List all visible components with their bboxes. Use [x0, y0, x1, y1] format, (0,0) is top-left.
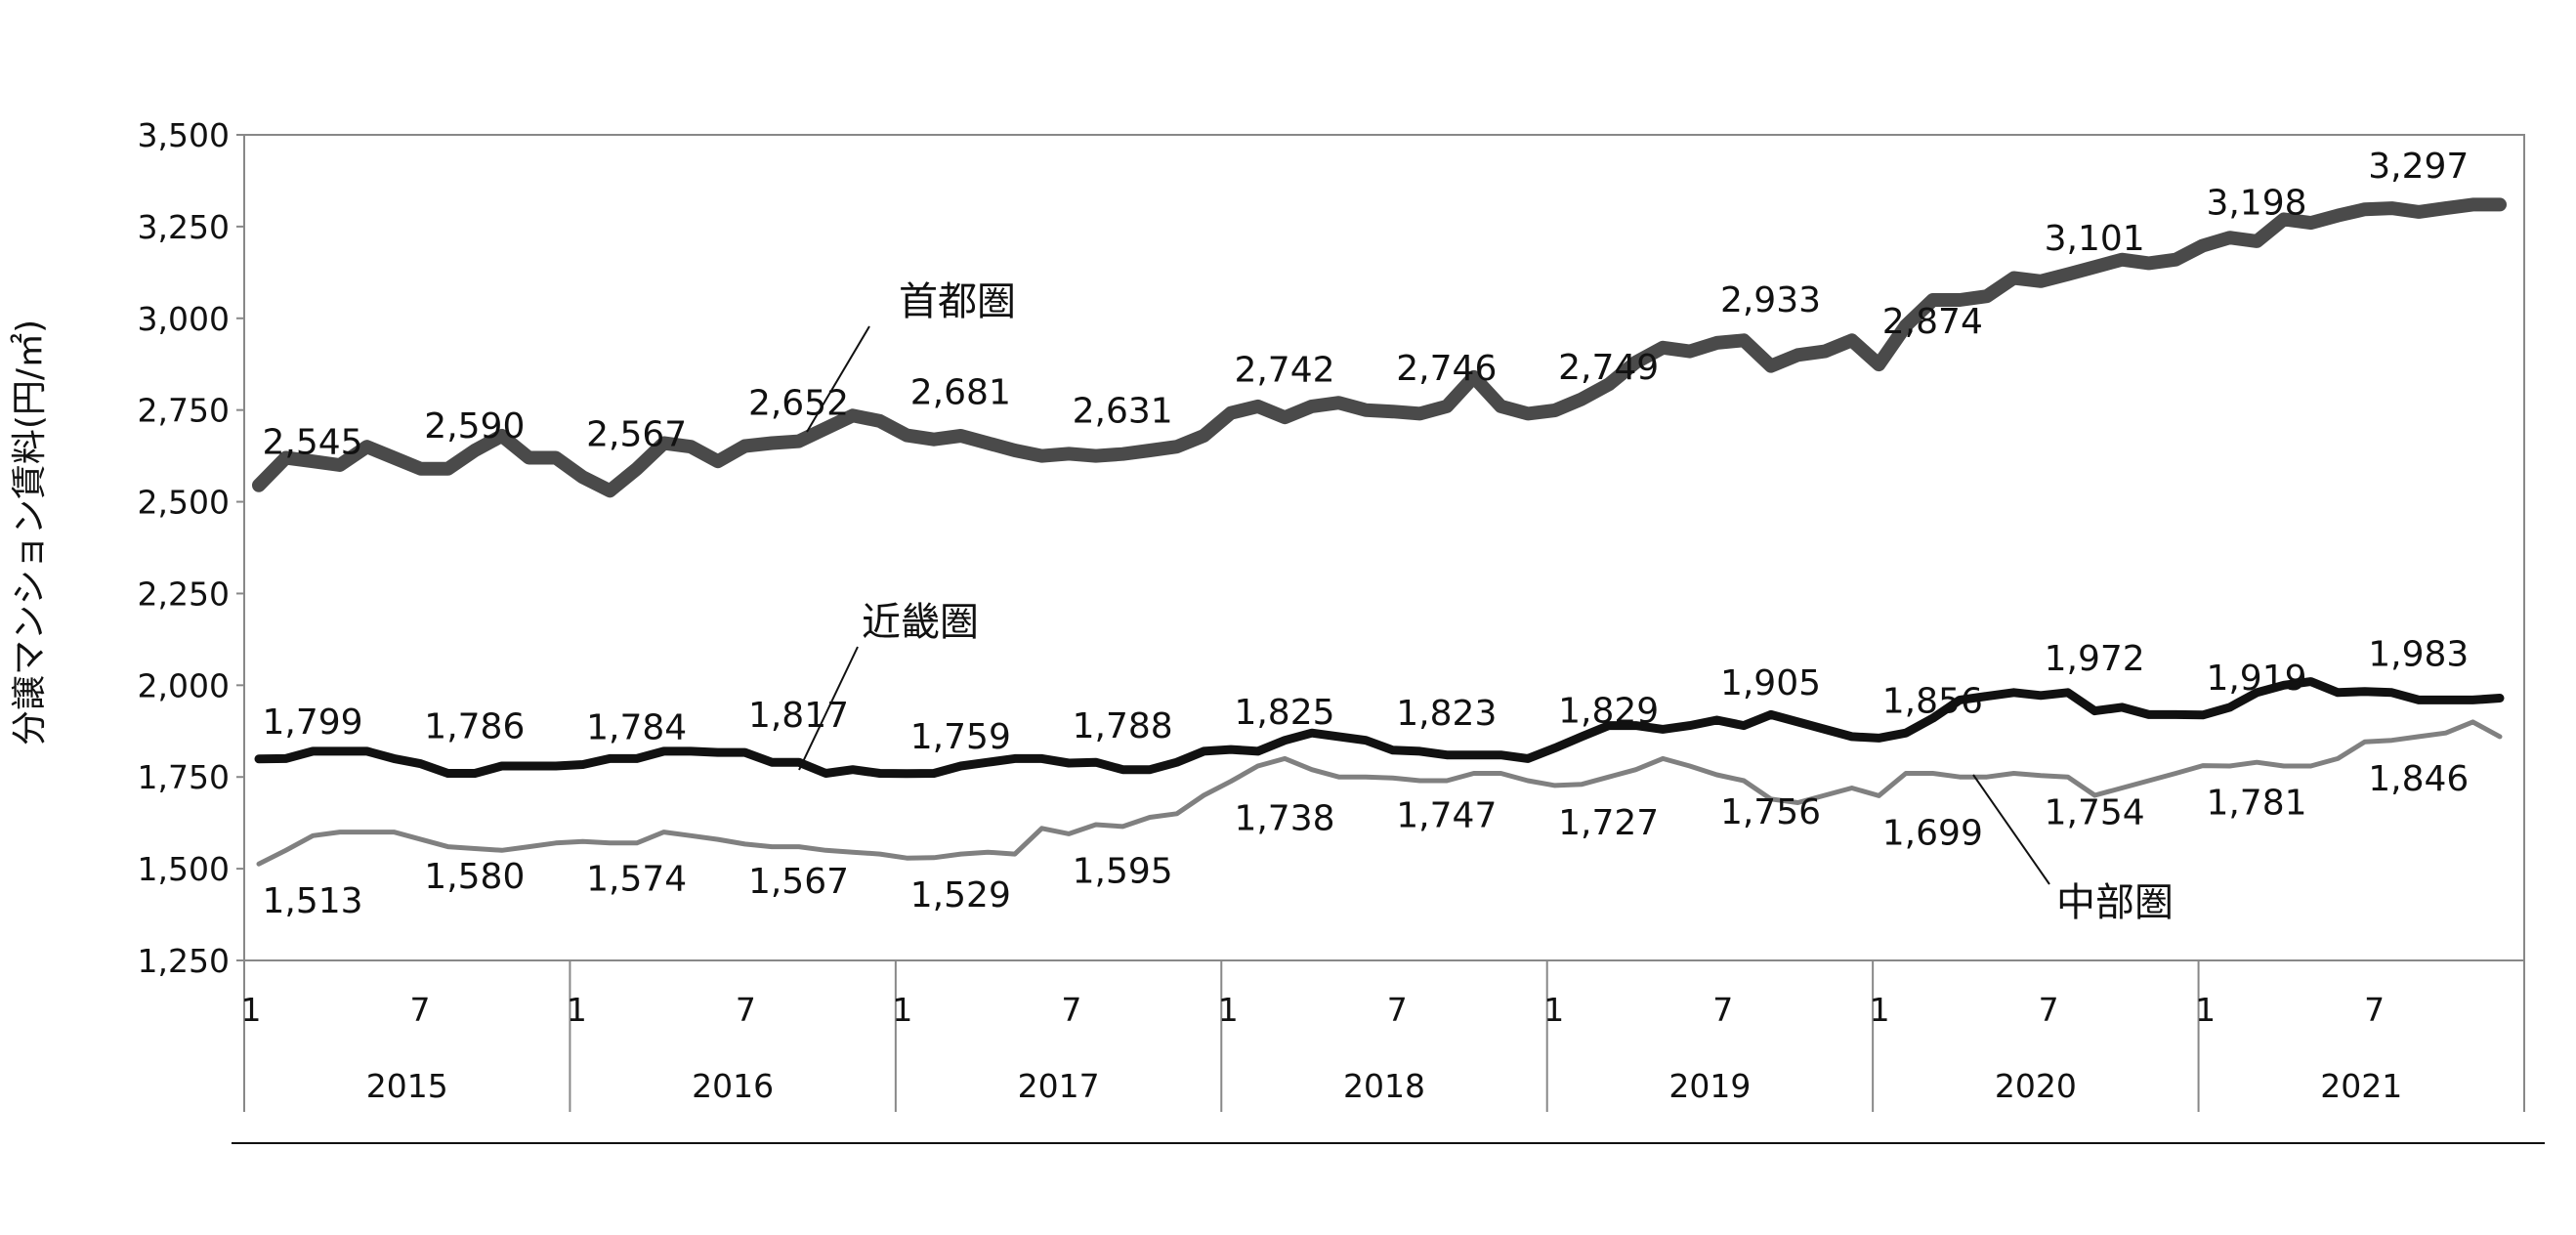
- leader-line: [806, 325, 870, 433]
- data-label: 2,652: [748, 383, 849, 423]
- data-label: 3,198: [2206, 183, 2306, 223]
- data-label: 1,595: [1073, 851, 1173, 891]
- y-tick-label: 2,250: [138, 575, 230, 613]
- month-tick-label: 7: [1061, 991, 1081, 1029]
- data-label: 2,590: [424, 406, 525, 447]
- data-label: 1,580: [424, 857, 525, 897]
- leader-line: [798, 646, 859, 771]
- data-label: 1,756: [1720, 792, 1821, 832]
- y-tick-label: 1,250: [138, 942, 230, 980]
- month-tick-label: 7: [1712, 991, 1733, 1029]
- data-label: 1,567: [748, 862, 849, 902]
- y-tick-label: 1,750: [138, 758, 230, 796]
- year-label: 2021: [2320, 1067, 2402, 1105]
- data-label: 1,574: [586, 859, 687, 899]
- data-label: 2,874: [1882, 302, 1983, 342]
- data-label: 1,799: [262, 703, 362, 743]
- year-label: 2016: [692, 1067, 774, 1105]
- y-tick-label: 1,500: [138, 850, 230, 888]
- series-name-label: 近畿圏: [862, 600, 979, 645]
- data-label: 1,829: [1558, 692, 1659, 732]
- month-tick-label: 7: [2364, 991, 2385, 1029]
- y-tick-label: 2,750: [138, 392, 230, 430]
- month-tick-label: 1: [241, 991, 262, 1029]
- data-label: 1,905: [1720, 663, 1821, 703]
- month-tick-label: 1: [1870, 991, 1890, 1029]
- data-label: 2,746: [1396, 349, 1497, 389]
- data-label: 1,759: [910, 717, 1011, 757]
- month-tick-label: 7: [410, 991, 431, 1029]
- y-tick-label: 2,000: [138, 666, 230, 704]
- data-label: 2,567: [586, 414, 687, 454]
- year-label: 2018: [1343, 1067, 1425, 1105]
- data-label: 1,699: [1882, 813, 1983, 853]
- data-label: 3,101: [2045, 219, 2145, 259]
- data-label: 1,784: [586, 707, 687, 747]
- series-line-近畿圏: [254, 677, 2505, 779]
- y-tick-label: 3,000: [138, 300, 230, 338]
- data-label: 1,983: [2368, 635, 2469, 675]
- series-line-中部圏: [256, 719, 2503, 867]
- data-label: 1,972: [2045, 639, 2145, 679]
- month-tick-label: 7: [736, 991, 756, 1029]
- data-label: 1,788: [1073, 706, 1173, 746]
- month-tick-label: 1: [2195, 991, 2216, 1029]
- series-name-label: 中部圏: [2056, 880, 2174, 925]
- data-label: 1,825: [1234, 693, 1334, 733]
- leader-line: [1972, 774, 2050, 885]
- month-tick-label: 7: [1387, 991, 1408, 1029]
- series-name-label: 首都圏: [899, 279, 1016, 324]
- year-label: 2015: [366, 1067, 448, 1105]
- data-label: 2,681: [910, 373, 1011, 413]
- data-label: 1,747: [1396, 795, 1497, 835]
- labels-layer: 2,545 2,590 2,567 2,652 2,681 2,631 2,742 2,746…: [262, 147, 2469, 921]
- data-label: 3,297: [2368, 147, 2469, 187]
- data-label: 2,545: [262, 423, 362, 463]
- data-label: 1,727: [1558, 803, 1659, 843]
- data-label: 1,823: [1396, 694, 1497, 734]
- data-label: 1,856: [1882, 681, 1983, 721]
- data-label: 1,919: [2206, 659, 2306, 699]
- y-axis-label: 分譲マンション賃料(円/㎡): [9, 319, 50, 745]
- y-tick-label: 3,500: [138, 116, 230, 154]
- axis-layer: 1,250 1,500 1,750 2,000 2,250 2,500 2,750 3,000…: [138, 116, 2545, 1144]
- year-label: 2017: [1018, 1067, 1100, 1105]
- data-label: 1,754: [2045, 793, 2145, 833]
- series-layer: [252, 197, 2507, 867]
- data-label: 1,786: [424, 707, 525, 747]
- month-tick-label: 1: [892, 991, 912, 1029]
- data-label: 2,749: [1558, 348, 1659, 388]
- year-label: 2019: [1668, 1067, 1751, 1105]
- data-label: 2,742: [1234, 351, 1334, 391]
- month-tick-label: 1: [1543, 991, 1564, 1029]
- data-label: 2,631: [1073, 391, 1173, 431]
- year-label: 2020: [1995, 1067, 2077, 1105]
- data-label: 1,513: [262, 881, 362, 921]
- y-tick-label: 3,250: [138, 208, 230, 246]
- series-line-首都圏: [252, 197, 2507, 498]
- data-label: 1,529: [910, 875, 1011, 916]
- data-label: 1,817: [748, 696, 849, 736]
- month-tick-label: 1: [1218, 991, 1239, 1029]
- data-label: 1,781: [2206, 784, 2306, 824]
- month-tick-label: 7: [2039, 991, 2059, 1029]
- plot-area: [243, 134, 2525, 961]
- data-label: 1,846: [2368, 759, 2469, 799]
- month-tick-label: 1: [567, 991, 587, 1029]
- data-label: 2,933: [1720, 280, 1821, 320]
- data-label: 1,738: [1234, 799, 1334, 839]
- y-tick-label: 2,500: [138, 484, 230, 522]
